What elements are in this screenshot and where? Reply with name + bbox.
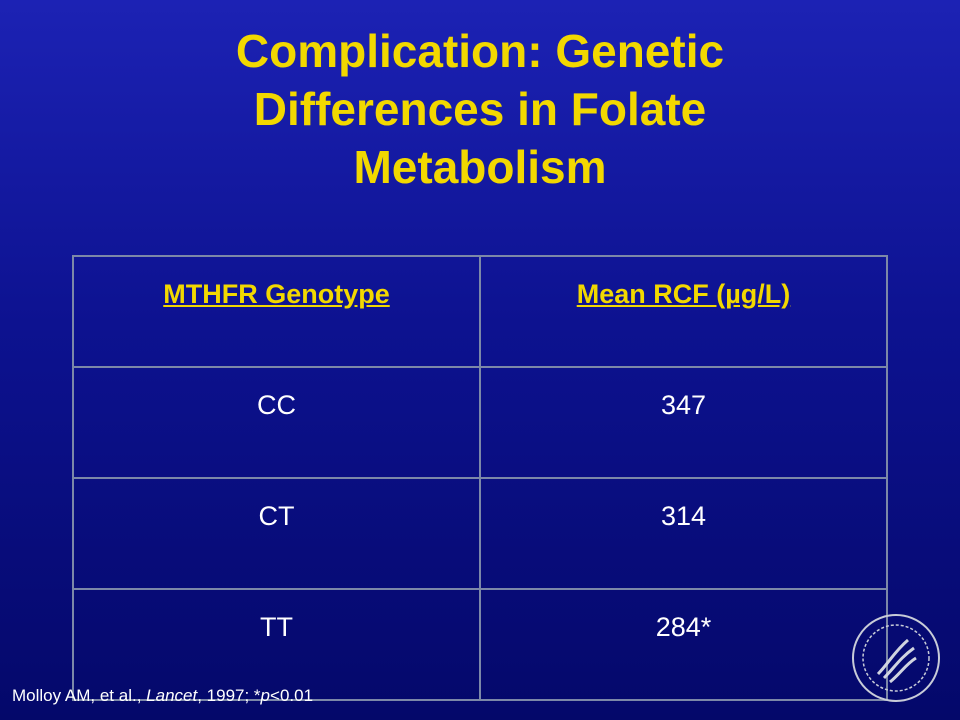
cell: CC	[72, 366, 481, 479]
footnote: Molloy AM, et al., Lancet, 1997; *p<0.01	[12, 686, 313, 706]
hhs-seal	[852, 614, 940, 702]
footnote-italic: Lancet	[146, 686, 198, 705]
cell: 314	[479, 477, 888, 590]
cell: 347	[479, 366, 888, 479]
table-row: TT 284*	[72, 588, 888, 701]
slide-title: Complication: Genetic Differences in Fol…	[80, 22, 880, 196]
cell: CT	[72, 477, 481, 590]
title-line: Differences in Folate	[253, 83, 707, 135]
title-line: Complication: Genetic	[235, 25, 725, 77]
header-cell: MTHFR Genotype	[72, 255, 481, 368]
seal-inner-ring	[862, 624, 930, 692]
header-cell: Mean RCF (µg/L)	[479, 255, 888, 368]
seal-ring	[852, 614, 940, 702]
table-row: CT 314	[72, 477, 888, 590]
footnote-italic: p	[260, 686, 271, 705]
footnote-text: <0.01	[270, 686, 314, 705]
data-table: MTHFR Genotype Mean RCF (µg/L) CC 347 CT…	[72, 255, 888, 701]
table-row: CC 347	[72, 366, 888, 479]
cell: 284*	[479, 588, 888, 701]
footnote-text: , 1997; *	[197, 686, 261, 705]
footnote-text: Molloy AM, et al.,	[12, 686, 147, 705]
title-line: Metabolism	[353, 141, 607, 193]
header-row: MTHFR Genotype Mean RCF (µg/L)	[72, 255, 888, 368]
seal-emblem	[876, 638, 917, 684]
cell: TT	[72, 588, 481, 701]
